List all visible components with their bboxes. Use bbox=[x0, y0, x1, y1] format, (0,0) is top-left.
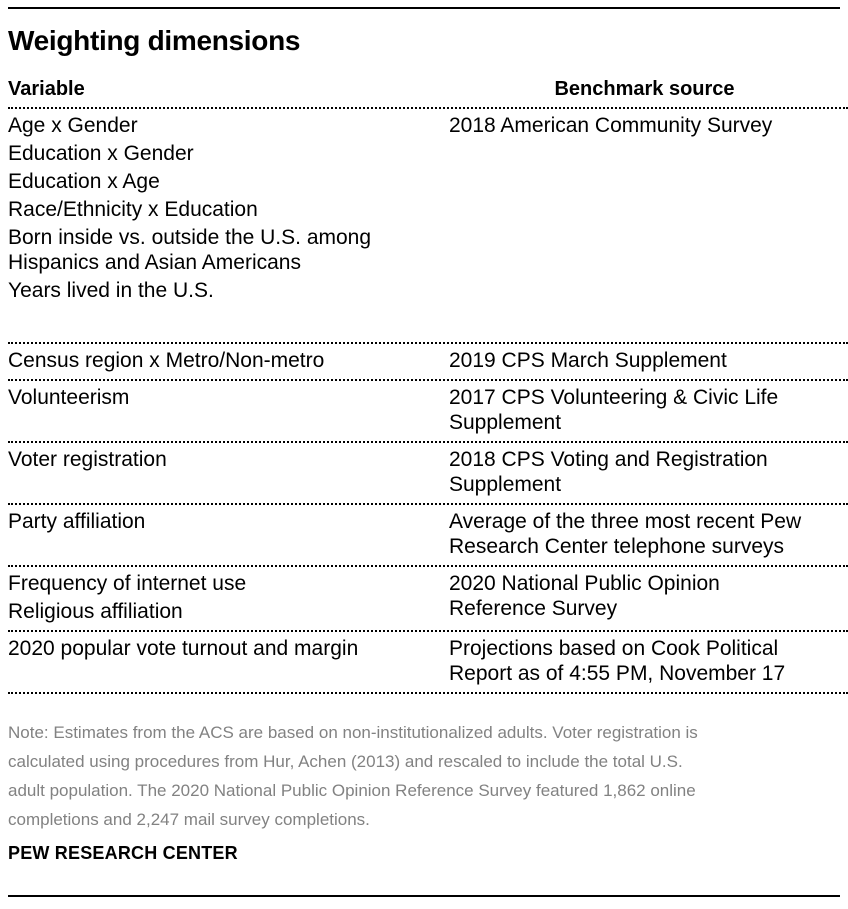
variable-item: Voter registration bbox=[8, 448, 167, 471]
table-header-row: Variable Benchmark source bbox=[8, 77, 848, 109]
weighting-dimensions-table: Variable Benchmark source Age x Gender E… bbox=[8, 77, 848, 694]
variable-item: Frequency of internet use bbox=[8, 572, 247, 595]
variable-item: Education x Age bbox=[8, 170, 160, 193]
pew-table-figure: Weighting dimensions Variable Benchmark … bbox=[0, 7, 848, 909]
variable-cell: Volunteerism bbox=[8, 385, 449, 410]
table-row-vote-turnout: 2020 popular vote turnout and margin Pro… bbox=[8, 632, 848, 694]
table-row-internet-religion: Frequency of internet use Religious affi… bbox=[8, 567, 848, 632]
variable-item: Race/Ethnicity x Education bbox=[8, 198, 258, 221]
variable-cell: Party affiliation bbox=[8, 509, 449, 534]
benchmark-cell: 2018 American Community Survey bbox=[449, 114, 773, 137]
variable-item: Volunteerism bbox=[8, 386, 130, 409]
column-header-benchmark-source: Benchmark source bbox=[554, 78, 735, 100]
variable-cell: Voter registration bbox=[8, 447, 449, 472]
variable-item: Census region x Metro/Non-metro bbox=[8, 349, 325, 372]
benchmark-cell: 2018 CPS Voting and Registration Supplem… bbox=[449, 448, 768, 496]
variable-item: Born inside vs. outside the U.S. among H… bbox=[8, 226, 372, 274]
variable-cell: Age x Gender Education x Gender Educatio… bbox=[8, 113, 449, 303]
table-row-voter-registration: Voter registration 2018 CPS Voting and R… bbox=[8, 443, 848, 505]
variable-item: Religious affiliation bbox=[8, 600, 183, 623]
variable-item: Party affiliation bbox=[8, 510, 146, 533]
bottom-rule bbox=[8, 895, 840, 897]
source-label: PEW RESEARCH CENTER bbox=[8, 843, 238, 863]
benchmark-cell: Average of the three most recent Pew Res… bbox=[449, 510, 802, 558]
table-row-acs: Age x Gender Education x Gender Educatio… bbox=[8, 109, 848, 344]
variable-cell: Census region x Metro/Non-metro bbox=[8, 348, 449, 373]
table-row-volunteerism: Volunteerism 2017 CPS Volunteering & Civ… bbox=[8, 381, 848, 443]
variable-item: Years lived in the U.S. bbox=[8, 279, 214, 302]
note-text: Note: Estimates from the ACS are based o… bbox=[8, 723, 698, 829]
variable-item: Education x Gender bbox=[8, 142, 194, 165]
top-rule bbox=[8, 7, 840, 9]
variable-cell: 2020 popular vote turnout and margin bbox=[8, 636, 449, 661]
benchmark-cell: Projections based on Cook Political Repo… bbox=[449, 637, 786, 685]
variable-item: Age x Gender bbox=[8, 114, 138, 137]
benchmark-cell: 2017 CPS Volunteering & Civic Life Suppl… bbox=[449, 386, 779, 434]
table-row-census-region: Census region x Metro/Non-metro 2019 CPS… bbox=[8, 344, 848, 381]
column-header-variable: Variable bbox=[8, 78, 85, 100]
table-row-party-affiliation: Party affiliation Average of the three m… bbox=[8, 505, 848, 567]
benchmark-cell: 2020 National Public Opinion Reference S… bbox=[449, 572, 720, 620]
variable-item: 2020 popular vote turnout and margin bbox=[8, 637, 359, 660]
variable-cell: Frequency of internet use Religious affi… bbox=[8, 571, 449, 624]
benchmark-cell: 2019 CPS March Supplement bbox=[449, 349, 727, 372]
page-title: Weighting dimensions bbox=[8, 25, 301, 56]
